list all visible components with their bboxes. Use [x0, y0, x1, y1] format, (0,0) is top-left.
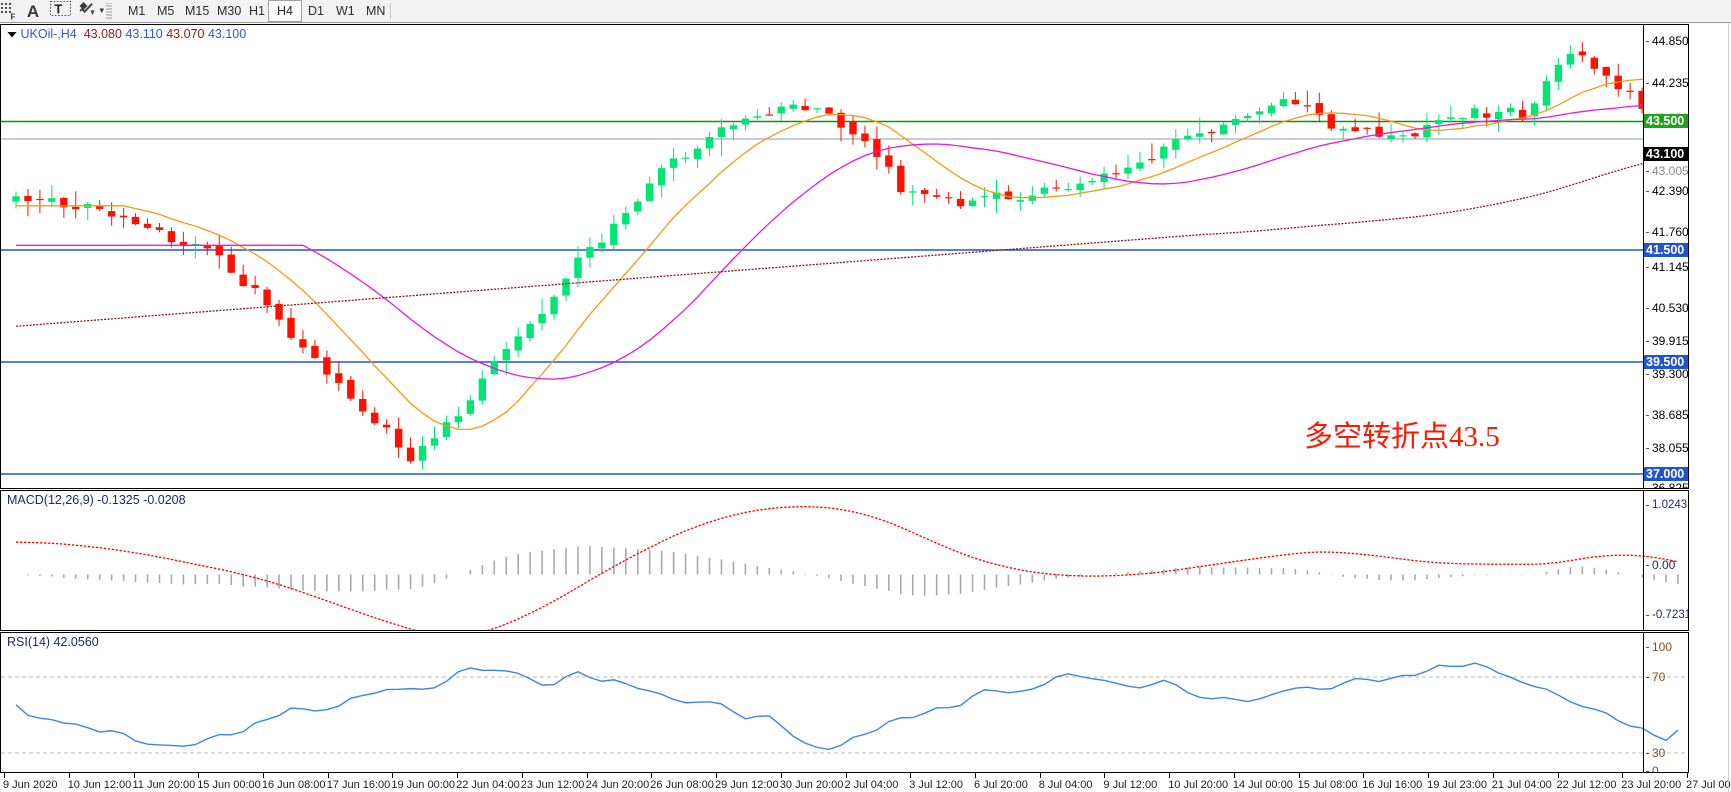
- svg-text:F: F: [11, 13, 16, 22]
- svg-text:T: T: [55, 3, 63, 17]
